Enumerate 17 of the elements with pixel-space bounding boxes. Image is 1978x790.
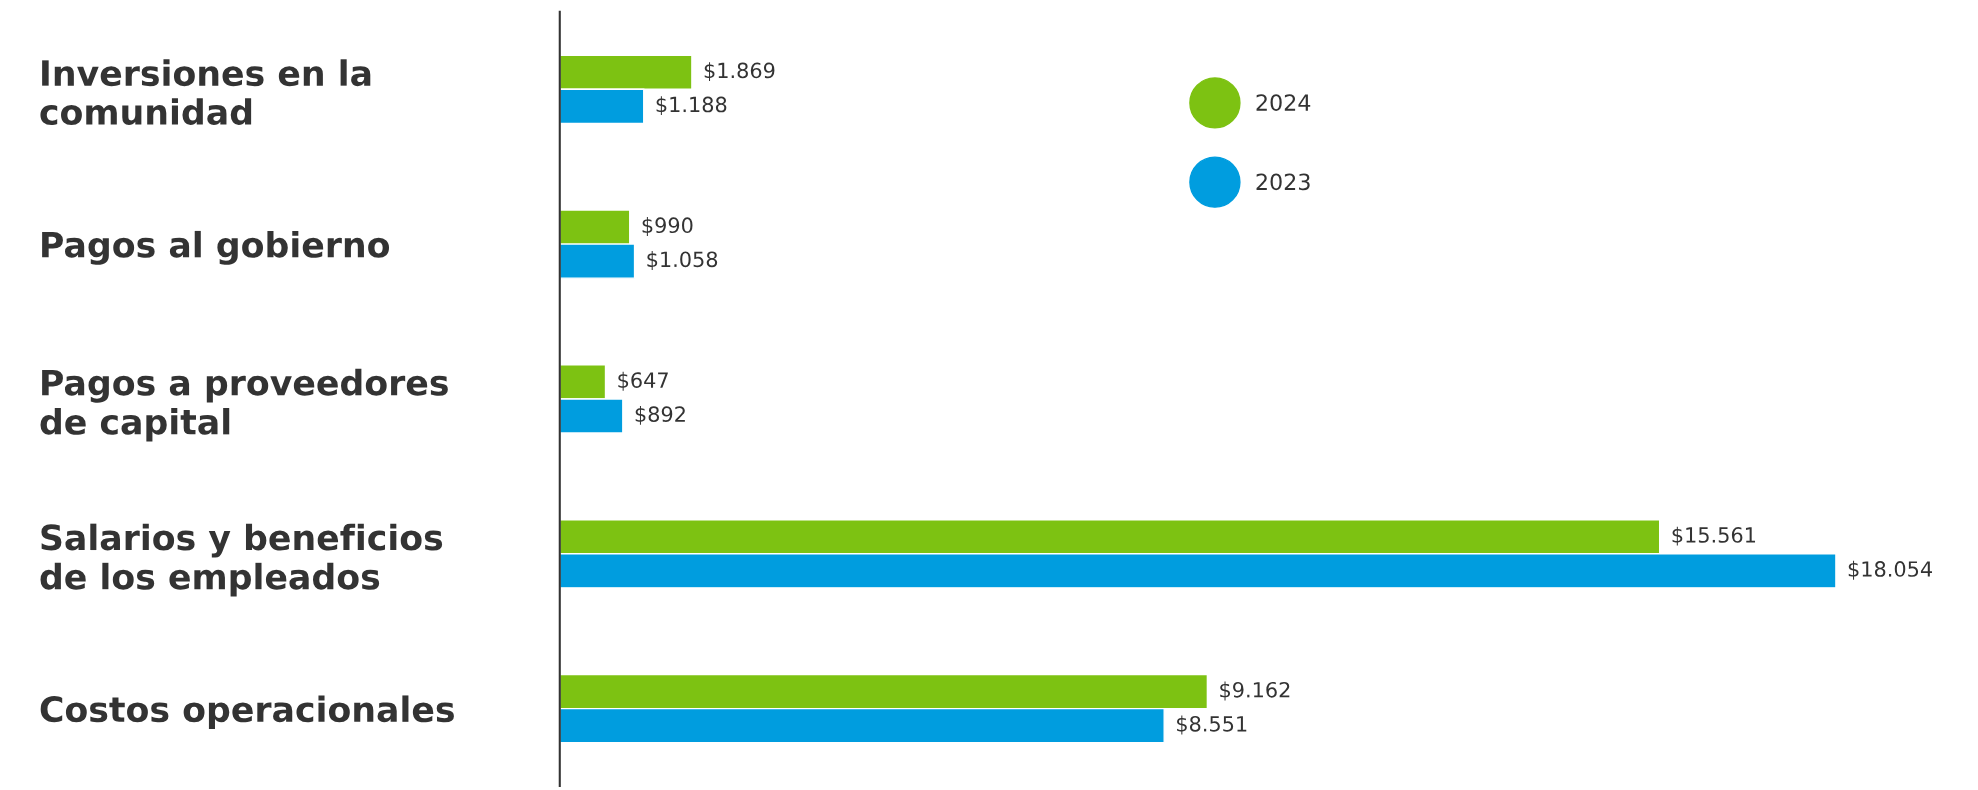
data-label: $1.188: [656, 96, 727, 116]
data-label: $9.162: [1220, 681, 1290, 701]
data-label: $15.561: [1672, 526, 1756, 546]
data-label: $892: [635, 405, 685, 425]
data-label: $647: [618, 371, 668, 391]
data-label: $8.551: [1177, 715, 1247, 735]
y-tick-label: Costos operacionales: [40, 695, 454, 730]
legend-label: 2023: [1256, 173, 1310, 191]
y-tick-label: Pagos al gobierno: [42, 230, 390, 265]
data-label: $18.054: [1848, 560, 1932, 580]
data-label: $1.058: [647, 251, 718, 270]
data-label: $990: [642, 217, 693, 236]
data-label: $1.869: [704, 62, 775, 82]
y-tick-label: Salarios y beneficios de los empleados: [40, 523, 443, 597]
y-tick-label: Inversiones en la comunidad: [40, 59, 371, 126]
legend-label: 2024: [1256, 94, 1311, 111]
y-tick-label: Pagos a proveedores de capital: [40, 368, 448, 442]
